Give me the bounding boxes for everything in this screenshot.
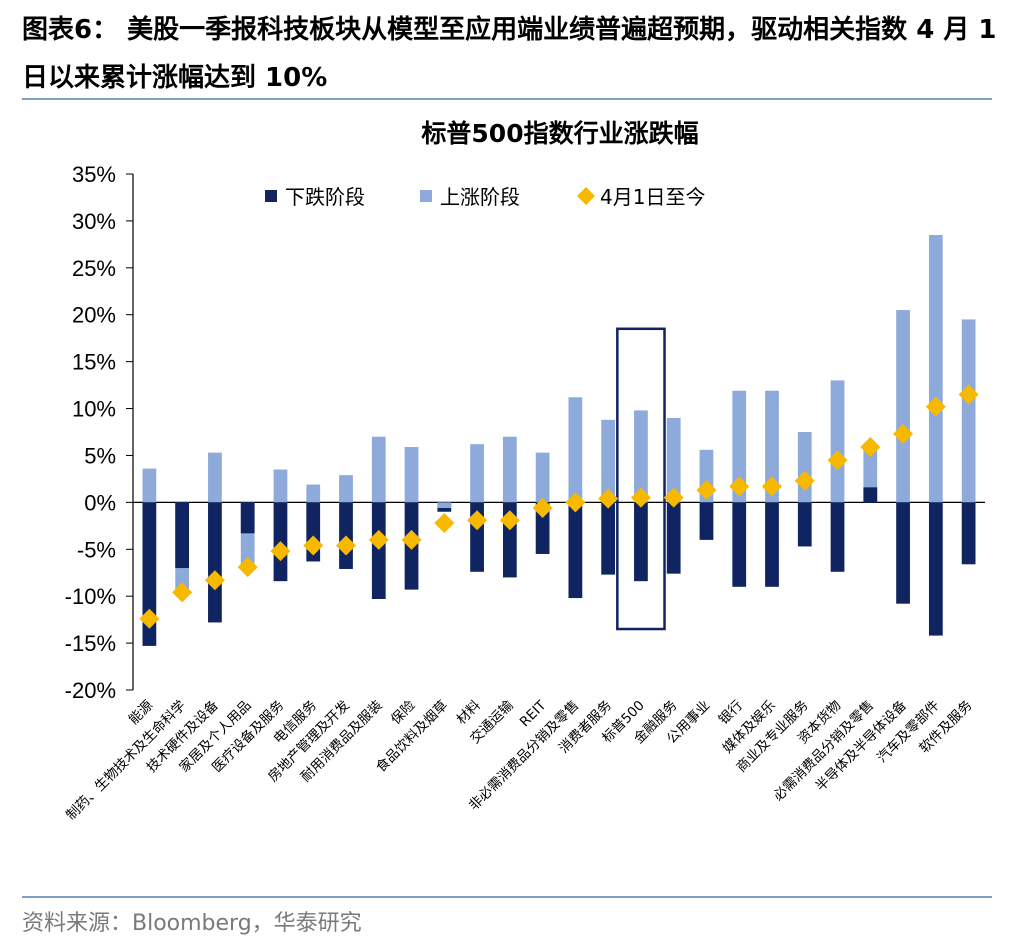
bar-down-phase — [961, 502, 976, 565]
marker-since-apr1 — [958, 384, 979, 405]
bar-up-phase — [568, 397, 583, 503]
figure-title: 图表6： 美股一季报科技板块从模型至应用端业绩普遍超预期，驱动相关指数 4 月 … — [22, 15, 997, 93]
bar-down-phase — [601, 502, 616, 575]
y-tick-label: -10% — [65, 584, 116, 609]
y-tick-label: 15% — [72, 350, 116, 375]
bar-down-phase — [240, 502, 255, 534]
legend-label: 4月1日至今 — [600, 185, 705, 209]
marker-since-apr1 — [303, 535, 324, 556]
bar-down-phase — [928, 502, 943, 636]
marker-since-apr1 — [336, 535, 356, 556]
y-tick-label: 35% — [72, 162, 116, 187]
bar-down-phase — [830, 502, 845, 572]
marker-since-apr1 — [434, 513, 455, 534]
bar-up-phase — [306, 484, 321, 503]
bar-up-phase — [142, 468, 157, 503]
bar-up-phase — [470, 444, 484, 503]
marker-since-apr1 — [696, 480, 717, 501]
bar-down-phase — [666, 502, 681, 574]
source-note: 资料来源：Bloomberg，华泰研究 — [22, 911, 362, 936]
bar-up-phase — [634, 410, 648, 503]
marker-since-apr1 — [729, 476, 750, 497]
bar-up-phase — [765, 390, 779, 503]
bar-up-phase — [371, 436, 386, 503]
bar-down-phase — [175, 502, 190, 569]
marker-since-apr1 — [270, 541, 291, 562]
bar-up-phase — [601, 419, 616, 503]
bar-up-phase — [535, 452, 550, 503]
y-tick-label: -20% — [65, 678, 116, 703]
bar-up-phase — [830, 380, 845, 503]
y-tick-label: 0% — [84, 490, 116, 515]
marker-since-apr1 — [565, 492, 586, 513]
marker-since-apr1 — [827, 450, 848, 471]
highlight-box — [616, 327, 666, 631]
bar-down-phase — [797, 502, 812, 547]
bar-up-phase — [502, 436, 517, 503]
bar-down-phase — [765, 502, 779, 587]
y-tick-label: 10% — [72, 397, 116, 422]
marker-since-apr1 — [532, 497, 553, 518]
bar-up-phase — [961, 319, 976, 503]
bottom-rule — [22, 896, 992, 898]
marker-since-apr1 — [598, 488, 619, 509]
bar-down-phase — [371, 502, 386, 599]
bar-up-phase — [896, 310, 910, 503]
legend-swatch — [420, 190, 432, 202]
legend-swatch — [577, 187, 595, 205]
marker-since-apr1 — [139, 608, 160, 629]
marker-since-apr1 — [237, 557, 258, 578]
marker-since-apr1 — [499, 510, 520, 531]
chart: 标普500指数行业涨跌幅 -20% -15% -10% -5% 0% 5% 10% 15% 20… — [62, 119, 985, 823]
marker-since-apr1 — [663, 487, 684, 508]
y-tick-label: 25% — [72, 256, 116, 281]
bar-up-phase — [339, 475, 353, 503]
marker-since-apr1 — [401, 529, 422, 550]
y-tick-label: -15% — [65, 631, 116, 656]
marker-since-apr1 — [467, 510, 488, 531]
y-tick-label: 30% — [72, 209, 116, 234]
y-tick-label: -5% — [77, 537, 116, 562]
top-rule — [22, 98, 992, 100]
bar-down-phase — [634, 502, 648, 582]
bar-up-phase — [797, 432, 812, 503]
marker-since-apr1 — [172, 582, 193, 603]
bar-down-phase — [732, 502, 747, 587]
marker-since-apr1 — [204, 570, 225, 591]
bar-up-phase — [666, 417, 681, 503]
bar-up-phase — [208, 452, 222, 503]
marker-since-apr1 — [368, 529, 389, 550]
legend-label: 下跌阶段 — [285, 185, 365, 209]
bar-down-phase — [535, 502, 550, 554]
bar-up-phase — [732, 390, 747, 503]
marker-since-apr1 — [762, 476, 782, 497]
marker-since-apr1 — [893, 423, 914, 444]
y-tick-label: 5% — [84, 443, 116, 468]
bar-up-phase — [404, 447, 419, 503]
chart-title: 标普500指数行业涨跌幅 — [421, 119, 698, 148]
bar-up-phase — [437, 502, 452, 508]
legend-label: 上涨阶段 — [440, 185, 520, 209]
bar-down-phase — [896, 502, 910, 604]
bar-down-phase — [863, 487, 878, 503]
marker-since-apr1 — [925, 396, 946, 417]
legend-swatch — [265, 190, 277, 202]
marker-since-apr1 — [630, 487, 651, 508]
bar-up-phase — [928, 234, 943, 503]
bar-down-phase — [568, 502, 583, 599]
marker-since-apr1 — [860, 437, 881, 458]
y-tick-label: 20% — [72, 303, 116, 328]
bar-up-phase — [273, 469, 288, 503]
marker-since-apr1 — [794, 470, 815, 491]
bar-down-phase — [142, 502, 157, 646]
bar-down-phase — [699, 502, 714, 540]
bar-down-phase — [208, 502, 222, 623]
